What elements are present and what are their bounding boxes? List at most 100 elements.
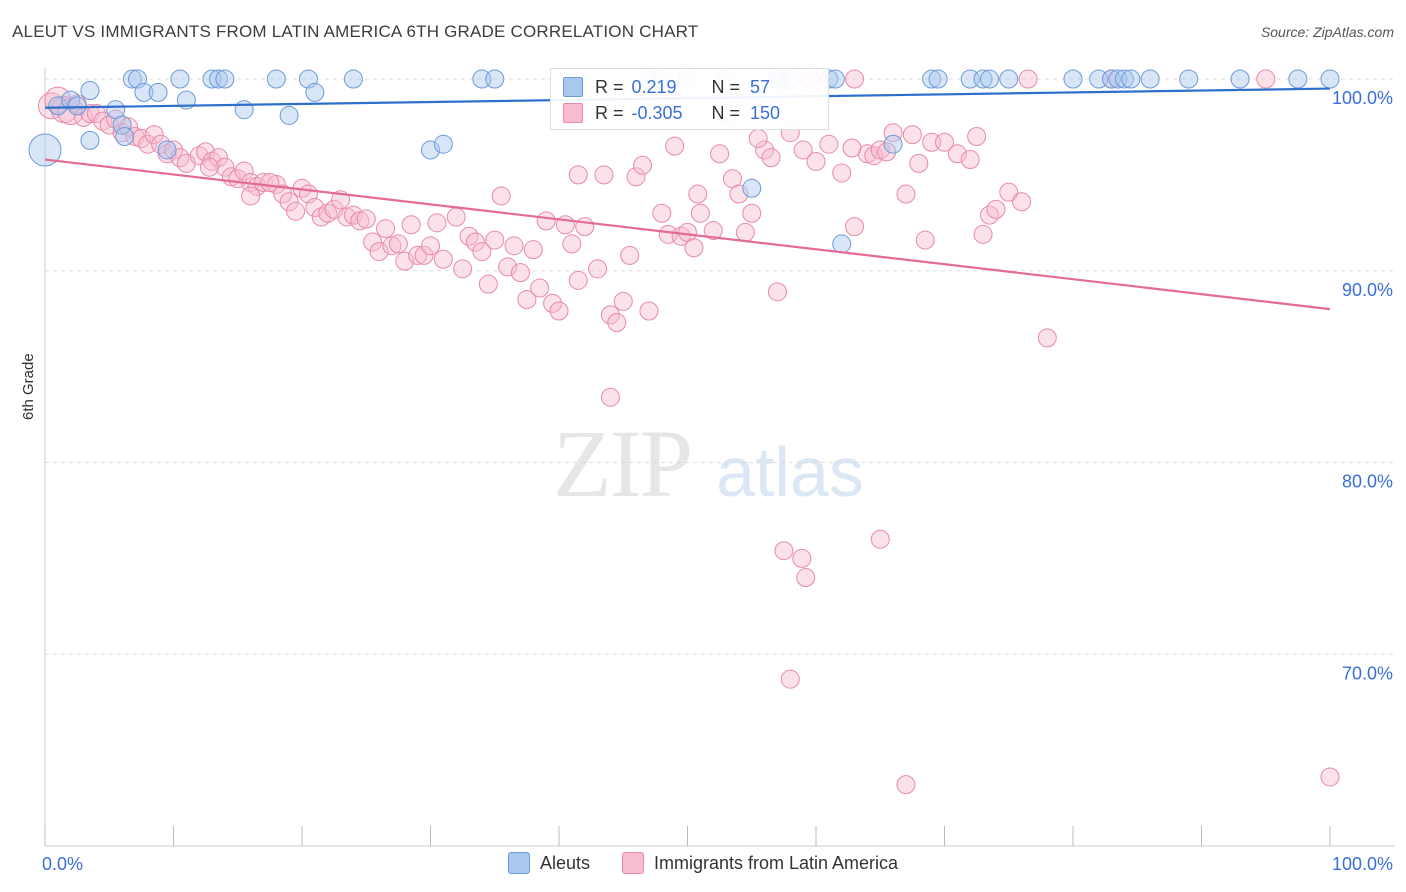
aleut-point [279,105,299,125]
latin-point [241,186,261,206]
axes [44,68,1395,847]
latin-point [588,259,608,279]
legend-n-value: 57 [750,76,771,97]
latin-point [568,165,588,185]
legend-item-aleuts[interactable]: Aleuts [507,852,590,874]
legend-row-latin: R = -0.305 N = 150 [563,101,780,125]
watermark-zip: ZIP [553,410,693,517]
aleut-point [1320,69,1340,89]
latin-point [842,138,862,158]
aleut-point [28,133,62,167]
latin-point [883,123,903,143]
latin-point [896,184,916,204]
latin-point [999,182,1019,202]
latin-point [196,142,216,162]
latin-point [427,213,447,233]
source-credit: Source: ZipAtlas.com [1260,24,1394,40]
latin-point [369,242,389,262]
aleut-point [1230,69,1250,89]
latin-point [1018,69,1038,89]
latin-point [819,134,839,154]
aleut-point [433,134,453,154]
latin-point [967,127,987,147]
latin-point [748,128,768,148]
aleut-point [112,115,132,135]
y-tick-label: 100.0% [1332,88,1393,108]
y-tick-label: 90.0% [1342,280,1393,300]
latin-trend-line [44,158,1331,311]
aleut-point [148,82,168,102]
latin-point [1320,767,1340,787]
aleut-point [266,69,286,89]
legend-r-value: -0.305 [631,102,683,123]
latin-point [870,529,890,549]
series-legend: Aleuts Immigrants from Latin America [0,852,1406,874]
legend-row-aleuts: R = 0.219 N = 57 [563,75,770,99]
latin-point [575,217,595,237]
y-tick-label: 70.0% [1342,663,1393,683]
latin-point [600,387,620,407]
aleut-point [134,82,154,102]
latin-point [86,104,106,124]
latin-swatch [563,103,583,123]
latin-point [164,140,183,160]
latin-point [729,184,749,204]
latin-legend-swatch [621,852,644,874]
latin-point [735,222,755,242]
x-tick-label-end: 100.0% [1332,854,1393,874]
latin-point [665,136,685,156]
aleut-point [1063,69,1083,89]
y-axis-label: 6th Grade [20,353,37,420]
latin-point [688,184,708,204]
latin-point [350,211,370,231]
latin-point [935,132,954,152]
aleut-point [973,69,993,89]
latin-point [832,163,852,183]
aleut-point [1140,69,1160,89]
latin-point [793,140,813,160]
latin-point [684,238,704,258]
aleut-point [305,82,325,102]
latin-point [986,199,1006,219]
aleut-point [80,81,100,101]
legend-item-latin-america[interactable]: Immigrants from Latin America [621,852,899,874]
latin-point [568,270,588,290]
latin-point [902,125,922,145]
latin-point [562,234,582,254]
latin-point [510,263,530,283]
latin-point [870,140,890,160]
aleut-point [80,130,100,150]
legend-label-latin-america: Immigrants from Latin America [653,852,899,873]
latin-point [909,153,929,173]
latin-point [652,203,672,223]
latin-point [363,232,383,252]
latin-point [877,142,897,162]
legend-r-label: R = [595,102,624,123]
latin-point [199,157,219,177]
latin-point [395,251,415,271]
latin-point [453,259,473,279]
y-tick-label: 80.0% [1342,472,1393,492]
aleut-point [922,69,942,89]
latin-point [279,192,299,212]
latin-point [433,249,453,269]
latin-point [376,219,396,239]
latin-point [915,230,935,250]
latin-point [388,234,408,254]
legend-n-value: 150 [750,102,781,123]
legend-n-label: N = [711,102,741,123]
latin-point [845,217,865,237]
latin-point [273,184,293,204]
latin-point [465,232,485,252]
latin-point [896,775,916,795]
latin-point [767,282,787,302]
aleut-point [122,69,142,89]
aleut-point [1179,69,1199,89]
latin-point [633,155,653,175]
latin-point [639,301,659,321]
latin-point [710,144,730,164]
aleut-point [343,69,363,89]
aleut-point [485,69,505,89]
aleut-point [234,100,254,120]
aleut-point [215,69,235,89]
